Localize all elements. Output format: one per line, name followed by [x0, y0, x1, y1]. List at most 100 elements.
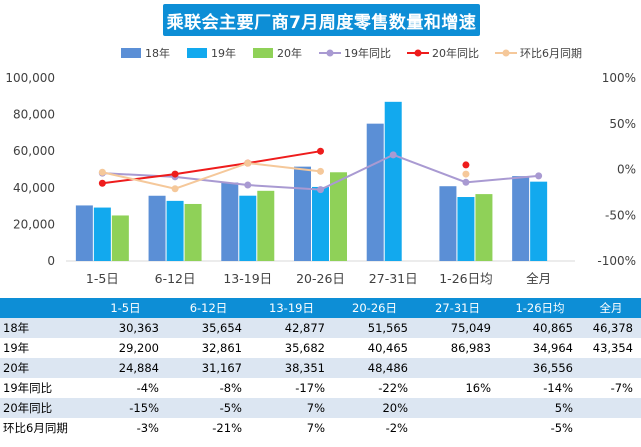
table-cell: 20%	[333, 398, 416, 418]
table-cell: 40,865	[499, 318, 581, 338]
table-cell: 51,565	[333, 318, 416, 338]
data-table: 1-5日 6-12日 13-19日 20-26日 27-31日 1-26日均 全…	[0, 298, 641, 438]
series-point	[317, 167, 324, 175]
table-cell: -22%	[333, 378, 416, 398]
table-cell: 34,964	[499, 338, 581, 358]
table-cell: 42,877	[250, 318, 333, 338]
x-tick-label: 6-12日	[155, 271, 196, 286]
row-label: 20年	[0, 358, 84, 378]
chart-title: 乘联会主要厂商7月周度零售数量和增速	[163, 4, 480, 36]
bar	[330, 172, 347, 261]
series-point	[317, 147, 324, 155]
table-header-cell: 1-5日	[84, 298, 167, 318]
bar	[366, 123, 384, 261]
y-tick-label: 20,000	[13, 217, 55, 231]
table-cell: 5%	[499, 398, 581, 418]
y2-tick-label: -100%	[597, 254, 636, 268]
row-label: 环比6月同期	[0, 418, 84, 438]
x-tick-label: 27-31日	[369, 271, 418, 286]
row-label: 20年同比	[0, 398, 84, 418]
bar	[457, 197, 475, 261]
row-label: 19年同比	[0, 378, 84, 398]
series-point	[244, 181, 252, 189]
table-cell: 7%	[250, 418, 333, 438]
table-cell	[416, 358, 499, 378]
series-point	[462, 161, 470, 169]
x-tick-label: 13-19日	[223, 271, 272, 286]
series-point	[171, 170, 179, 178]
y2-tick-label: 100%	[602, 71, 636, 85]
table-cell: 75,049	[416, 318, 499, 338]
table-cell: 16%	[416, 378, 499, 398]
bar	[475, 194, 493, 261]
table-cell: 43,354	[581, 338, 641, 358]
table-cell: -8%	[167, 378, 250, 398]
x-tick-label: 20-26日	[296, 271, 345, 286]
table-cell: 40,465	[333, 338, 416, 358]
table-cell: -5%	[167, 398, 250, 418]
table-row: 20年同比 -15% -5% 7% 20% 5%	[0, 398, 641, 418]
legend-label: 20年	[277, 46, 302, 60]
y2-tick-label: 50%	[609, 117, 636, 131]
series-line	[102, 162, 321, 190]
legend-marker	[326, 49, 334, 57]
table-cell	[416, 418, 499, 438]
table-cell: -2%	[333, 418, 416, 438]
table-cell: 30,363	[84, 318, 167, 338]
bar	[239, 195, 257, 261]
chart-area: 0 20,000 40,000 60,000 80,000 100,000 -100% -50…	[5, 4, 636, 286]
bar	[512, 176, 530, 261]
table-cell: 29,200	[84, 338, 167, 358]
y2-tick-label: 0%	[617, 163, 636, 177]
table-cell	[581, 358, 641, 378]
table-cell: -5%	[499, 418, 581, 438]
x-tick-label: 1-26日均	[439, 271, 492, 286]
legend-marker	[502, 49, 510, 57]
legend-label: 18年	[145, 46, 170, 60]
table-cell: -17%	[250, 378, 333, 398]
table-cell: 32,861	[167, 338, 250, 358]
series-point	[535, 172, 543, 180]
bar	[257, 190, 275, 261]
bar	[75, 205, 93, 261]
bar	[221, 182, 239, 261]
bar	[530, 181, 548, 261]
bar	[439, 186, 457, 261]
bar	[312, 186, 329, 261]
table-corner	[0, 298, 84, 318]
table-cell: -14%	[499, 378, 581, 398]
series-point	[98, 179, 106, 187]
table-row: 20年 24,884 31,167 38,351 48,486 36,556	[0, 358, 641, 378]
table-row: 环比6月同期 -3% -21% 7% -2% -5%	[0, 418, 641, 438]
y2-tick-label: -50%	[605, 208, 636, 222]
y-tick-label: 100,000	[5, 71, 55, 85]
legend-label: 20年同比	[432, 46, 479, 60]
legend-label: 环比6月同期	[520, 47, 582, 60]
table-cell: 24,884	[84, 358, 167, 378]
legend-swatch	[121, 48, 141, 58]
table-cell: 35,654	[167, 318, 250, 338]
table-cell: 35,682	[250, 338, 333, 358]
series-point	[98, 168, 106, 176]
table-cell: -3%	[84, 418, 167, 438]
legend-label: 19年同比	[344, 46, 391, 60]
table-cell: -4%	[84, 378, 167, 398]
bar	[294, 166, 311, 261]
legend-marker	[414, 49, 422, 57]
table-cell	[416, 398, 499, 418]
bar	[111, 215, 129, 261]
table-row: 19年同比 -4% -8% -17% -22% 16% -14% -7%	[0, 378, 641, 398]
series-point	[462, 178, 470, 186]
bar	[384, 101, 402, 262]
table-cell: 36,556	[499, 358, 581, 378]
legend-label: 19年	[211, 46, 236, 60]
series-point	[171, 185, 179, 193]
series-point	[244, 159, 252, 167]
table-header-cell: 27-31日	[416, 298, 499, 318]
table-header-cell: 13-19日	[250, 298, 333, 318]
series-line	[102, 150, 321, 185]
table-row: 18年 30,363 35,654 42,877 51,565 75,049 4…	[0, 318, 641, 338]
series-point	[317, 186, 324, 194]
series-point	[462, 170, 470, 178]
legend-swatch	[187, 48, 207, 58]
